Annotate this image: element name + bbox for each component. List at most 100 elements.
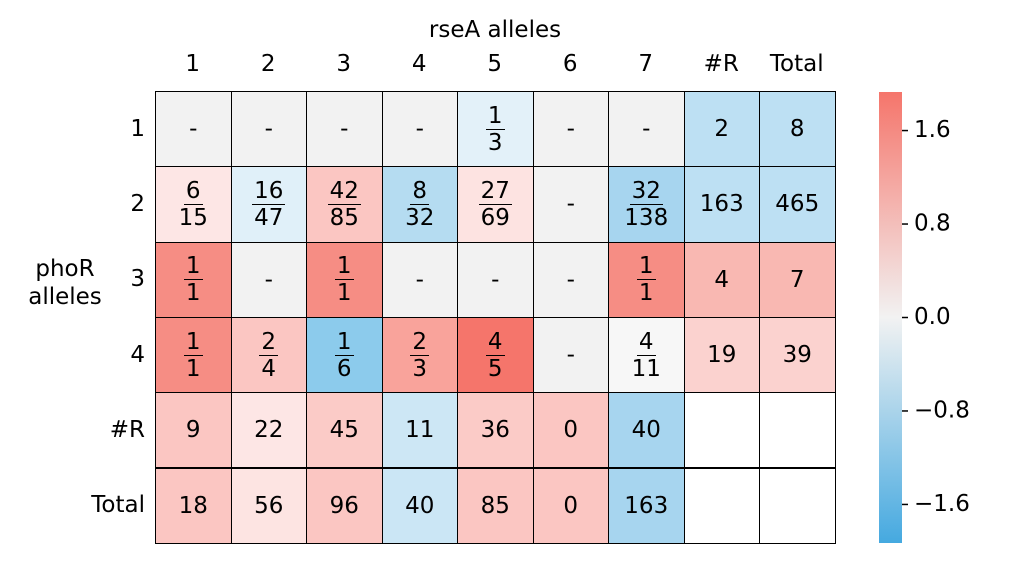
cell: 163 [608, 467, 685, 544]
cell: 6 15 [155, 166, 232, 243]
cell: 42 85 [306, 166, 383, 243]
colorbar-tick-label: −1.6 [914, 491, 970, 517]
fraction: 32 138 [624, 178, 668, 231]
denominator: 15 [178, 204, 208, 231]
row-label: #R [109, 416, 145, 443]
numerator: 1 [636, 253, 656, 281]
cell-value: 465 [775, 191, 820, 218]
cell-value: 163 [699, 191, 744, 218]
cell: - [532, 241, 609, 318]
denominator: 5 [487, 355, 503, 382]
column-label: 1 [185, 51, 201, 77]
cell: - [230, 91, 307, 168]
denominator: 85 [329, 204, 359, 231]
cell: 4 [683, 241, 760, 318]
numerator: 32 [629, 177, 663, 205]
denominator: 1 [336, 280, 352, 307]
cell: 8 32 [381, 166, 458, 243]
cell-value: 11 [405, 417, 435, 444]
colorbar-fill [879, 92, 902, 543]
numerator: 4 [485, 328, 505, 356]
x-axis-label: rseA alleles [428, 17, 562, 43]
cell-value: 0 [563, 417, 579, 444]
numerator: 2 [259, 328, 279, 356]
cell: 4 11 [608, 316, 685, 394]
numerator: 4 [636, 328, 656, 356]
cell-text: - [566, 342, 575, 369]
column-label: #R [703, 51, 739, 77]
cell: 40 [608, 392, 685, 469]
cell: 0 [532, 392, 609, 469]
denominator: 138 [624, 204, 669, 231]
cell: 56 [230, 467, 307, 544]
cell-value: 8 [789, 116, 805, 143]
numerator: 1 [183, 328, 203, 356]
cell-value: 40 [631, 417, 661, 444]
denominator: 69 [480, 204, 510, 231]
numerator: 16 [252, 177, 286, 205]
row-label: 3 [130, 266, 145, 293]
numerator: 42 [327, 177, 361, 205]
row-label: Total [91, 492, 145, 519]
cell: - [532, 316, 609, 394]
cell: - [155, 91, 232, 168]
cell: 465 [759, 166, 836, 243]
row-label: 4 [130, 341, 145, 368]
denominator: 1 [185, 355, 201, 382]
cell-value: 9 [185, 417, 201, 444]
cell-value: 39 [782, 342, 812, 369]
cell-text: - [189, 116, 198, 143]
cell-text: - [642, 116, 651, 143]
cell-text: - [566, 266, 575, 293]
cell: - [381, 241, 458, 318]
column-label: 3 [336, 51, 352, 77]
cell-value: 7 [789, 266, 805, 293]
colorbar-tick-label: 0.8 [914, 211, 951, 237]
cell-text: - [415, 266, 424, 293]
cell: 27 69 [457, 166, 534, 243]
column-label: 7 [638, 51, 654, 77]
cell-value: 4 [714, 266, 730, 293]
cell [759, 392, 836, 469]
cell: - [457, 241, 534, 318]
cell-text: - [566, 191, 575, 218]
cell-value: 18 [178, 492, 208, 519]
cell: - [532, 166, 609, 243]
cell: 0 [532, 467, 609, 544]
numerator: 1 [334, 328, 354, 356]
cell-value: 40 [405, 492, 435, 519]
cell: - [608, 91, 685, 168]
fraction: 16 47 [252, 177, 286, 231]
cell-value: 36 [480, 417, 510, 444]
column-label: 4 [411, 51, 427, 77]
cell: - [230, 241, 307, 318]
fraction: 42 85 [327, 177, 361, 231]
row-label: 1 [130, 115, 145, 142]
cell-text: - [415, 116, 424, 143]
numerator: 1 [485, 102, 505, 130]
colorbar-tick-label: 1.6 [914, 117, 951, 143]
cell: 96 [306, 467, 383, 544]
column-label: 6 [562, 51, 578, 77]
cell-text: - [264, 116, 273, 143]
cell: 39 [759, 316, 836, 394]
cell-value: 22 [254, 417, 284, 444]
numerator: 1 [334, 253, 354, 281]
cell-text: - [491, 266, 500, 293]
denominator: 4 [261, 355, 277, 382]
cell-value: 0 [563, 492, 579, 519]
cell-value: 45 [329, 417, 359, 444]
